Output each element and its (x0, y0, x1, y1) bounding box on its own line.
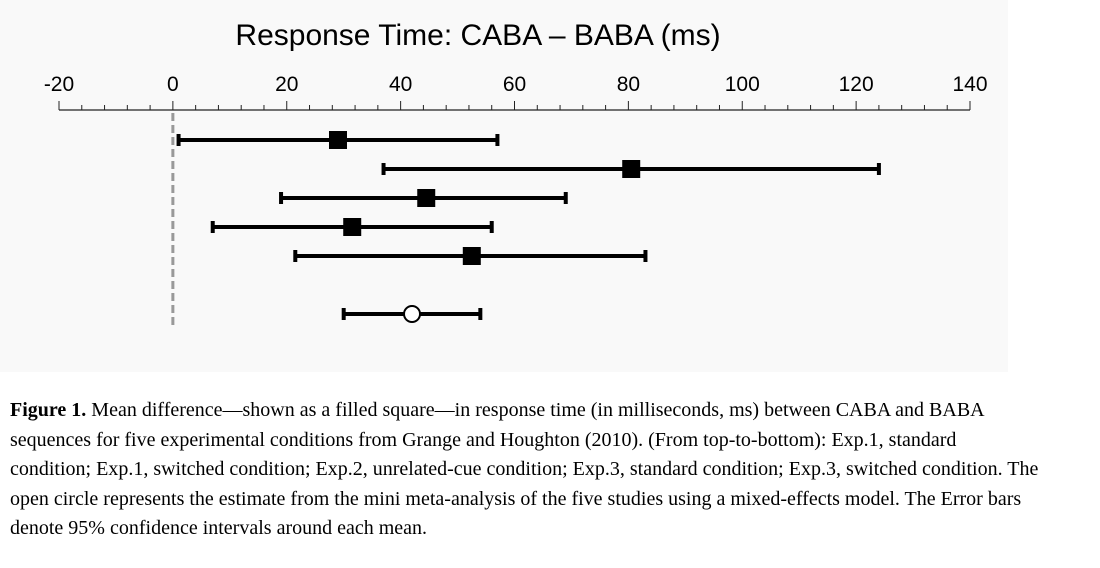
x-tick-label: -20 (44, 73, 74, 96)
x-tick-label: 40 (389, 73, 412, 96)
x-tick-label: 0 (167, 73, 179, 96)
x-tick-label: 100 (725, 73, 760, 96)
x-tick-label: 60 (503, 73, 526, 96)
mean-square (462, 247, 481, 265)
mean-square (417, 189, 436, 207)
caption-text: Mean difference—shown as a filled square… (10, 399, 1039, 539)
effect-row (176, 131, 500, 149)
chart-title: Response Time: CABA – BABA (ms) (235, 19, 720, 52)
x-axis: -20 0 20 40 60 80 100 120 140 (44, 73, 988, 111)
effect-row (293, 247, 648, 265)
forest-plot: Response Time: CABA – BABA (ms) -20 0 20 40… (44, 19, 988, 329)
mean-square (328, 131, 347, 149)
x-tick-label: 80 (617, 73, 640, 96)
plot-panel (0, 0, 1008, 372)
effect-row (210, 218, 494, 236)
x-tick-label: 140 (952, 73, 987, 96)
figure-caption: Figure 1. Mean difference—shown as a fil… (10, 396, 1040, 544)
effect-rows (176, 131, 881, 323)
effect-row (341, 305, 483, 323)
x-tick-label: 20 (275, 73, 298, 96)
mean-square (343, 218, 362, 236)
effect-row (381, 160, 881, 178)
effect-row (279, 189, 568, 207)
meta-estimate-circle (403, 305, 422, 323)
mean-square (622, 160, 641, 178)
x-tick-label: 120 (839, 73, 874, 96)
caption-label: Figure 1. (10, 399, 87, 421)
